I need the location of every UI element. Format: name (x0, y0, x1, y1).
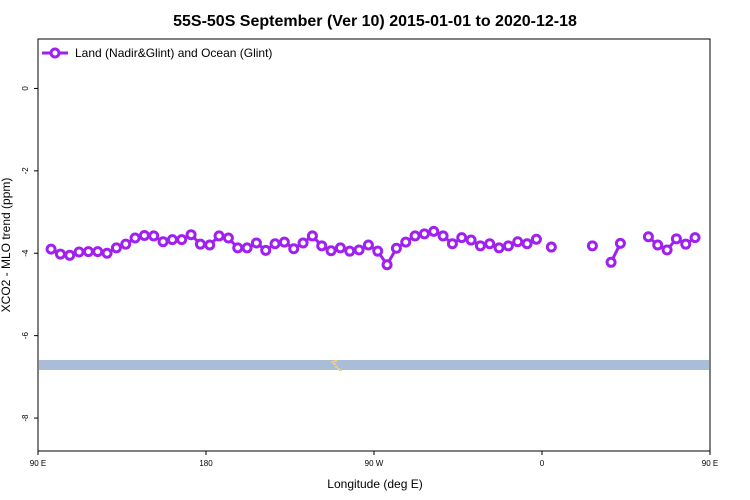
data-point (157, 236, 169, 248)
data-point (129, 232, 141, 244)
data-point (92, 246, 104, 258)
land-mark (331, 361, 334, 363)
data-point (54, 248, 66, 260)
data-point (670, 233, 682, 245)
data-point (400, 236, 412, 248)
data-point (719, 245, 727, 253)
legend: Land (Nadir&Glint) and Ocean (Glint) (42, 46, 272, 60)
land-mark (335, 366, 338, 368)
data-point (372, 245, 384, 257)
y-tick-label: -6 (21, 332, 30, 340)
data-point (222, 232, 234, 244)
plot-frame (37, 38, 711, 452)
data-point (689, 232, 701, 244)
data-point (148, 230, 160, 242)
x-tick-label: 90 W (365, 459, 384, 468)
data-point (269, 238, 281, 250)
data-point (120, 238, 132, 250)
data-point (362, 239, 374, 251)
data-point (138, 230, 150, 242)
data-point (381, 259, 393, 271)
data-point (288, 243, 300, 255)
data-point (232, 242, 244, 254)
data-point (493, 242, 505, 254)
data-point (390, 242, 402, 254)
data-point (512, 236, 524, 248)
data-point (502, 240, 514, 252)
x-tick-label: 90 E (30, 459, 46, 468)
data-point (437, 230, 449, 242)
x-tick-label: 180 (199, 459, 213, 468)
chart-title: 55S-50S September (Ver 10) 2015-01-01 to… (173, 13, 577, 30)
data-point (260, 244, 272, 256)
data-point (194, 238, 206, 250)
data-point (204, 239, 216, 251)
y-tick-label: 0 (21, 86, 30, 91)
data-point (64, 249, 76, 261)
series-segment (723, 235, 750, 256)
y-axis-label: XCO2 - MLO trend (ppm) (0, 178, 13, 313)
data-point (306, 230, 318, 242)
data-point (738, 251, 746, 259)
data-point (409, 230, 421, 242)
legend-marker (49, 47, 61, 59)
data-point (614, 237, 626, 249)
data-point (82, 246, 94, 258)
data-point (101, 247, 113, 259)
land-mark (333, 363, 336, 365)
data-point (484, 238, 496, 250)
data-point (250, 237, 262, 249)
data-point (652, 239, 664, 251)
data-point (446, 238, 458, 250)
data-point (728, 250, 736, 258)
y-tick-label: -2 (21, 167, 30, 175)
data-point (176, 234, 188, 246)
data-point (642, 231, 654, 243)
data-point (334, 242, 346, 254)
plot-area (39, 225, 750, 371)
data-point (297, 237, 309, 249)
land-mark (337, 368, 340, 370)
y-tick-label: -8 (21, 414, 30, 422)
y-tick-label: -4 (21, 249, 30, 257)
data-point (530, 233, 542, 245)
x-axis-label: Longitude (deg E) (327, 477, 422, 491)
land-marks (331, 360, 342, 371)
data-point (605, 256, 617, 268)
data-point (185, 229, 197, 241)
x-tick-label: 0 (540, 459, 545, 468)
data-point (661, 244, 673, 256)
data-point (521, 238, 533, 250)
data-point (325, 245, 337, 257)
data-point (45, 243, 57, 255)
land-mark (339, 369, 342, 371)
data-point (316, 240, 328, 252)
data-point (474, 240, 486, 252)
legend-label: Land (Nadir&Glint) and Ocean (Glint) (75, 46, 272, 60)
series-line (45, 225, 750, 271)
data-point (278, 236, 290, 248)
data-point (241, 242, 253, 254)
data-point (110, 242, 122, 254)
data-point (456, 232, 468, 244)
data-point (586, 240, 598, 252)
data-point (418, 228, 430, 240)
data-point (428, 225, 440, 237)
data-point (166, 234, 178, 246)
x-axis: 90 E 180 90 W 0 90 E (30, 451, 718, 468)
latitude-band (39, 360, 709, 370)
land-mark (334, 360, 337, 362)
data-point (344, 245, 356, 257)
x-tick-label: 90 E (702, 459, 718, 468)
data-point (353, 244, 365, 256)
data-point (680, 238, 692, 250)
data-point (465, 234, 477, 246)
data-point (213, 230, 225, 242)
data-point (545, 241, 557, 253)
data-point (73, 246, 85, 258)
y-axis: 0 -2 -4 -6 -8 (21, 86, 38, 422)
